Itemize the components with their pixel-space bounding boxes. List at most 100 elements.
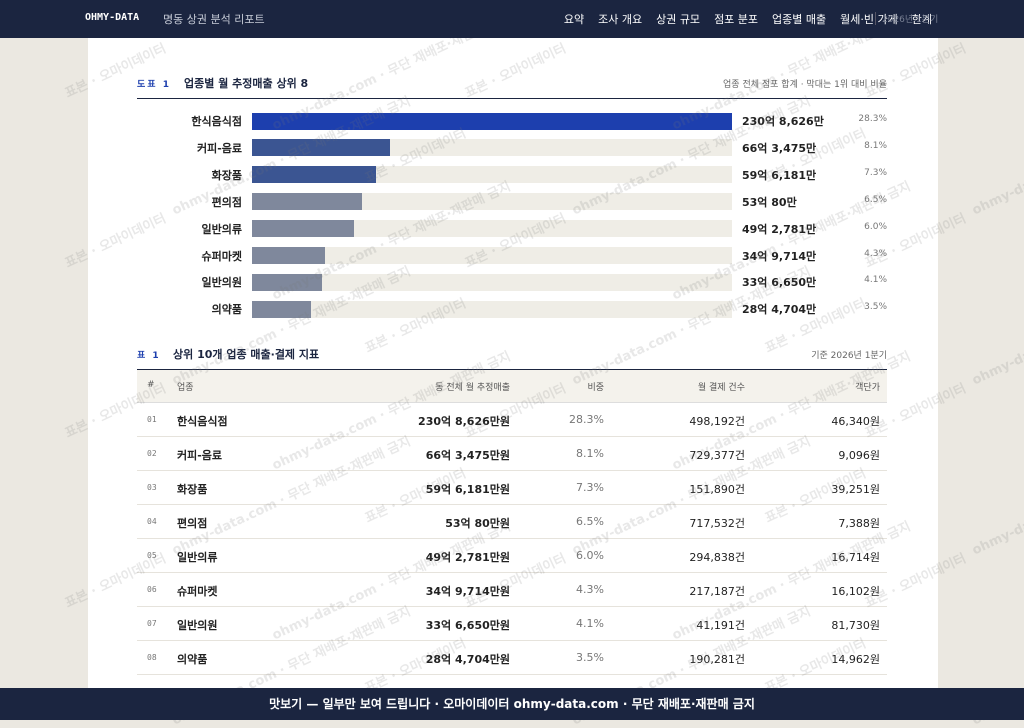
bar-label: 커피-음료 (196, 141, 242, 155)
table-cell: 14,962원 (831, 653, 880, 666)
table-cell: 151,890건 (689, 483, 745, 496)
nav-bar: OHMY-DATA 명동 상권 분석 리포트 요약 조사 개요 상권 규모 점포 분포… (0, 0, 1024, 38)
nav-link[interactable]: 요약 (563, 13, 585, 26)
bar-label: 한식음식점 (191, 115, 242, 128)
header-row (137, 370, 887, 403)
table-cell: 04 (147, 517, 157, 526)
table-tag: 표 1 (137, 351, 161, 361)
bar-share: 8.1% (864, 140, 887, 151)
table-cell: 7,388원 (838, 517, 880, 530)
table-cell: 편의점 (177, 517, 208, 530)
bar-value: 49억 2,781만 (742, 222, 817, 236)
nav-link[interactable]: 점포 분포 (714, 13, 759, 26)
bar-label: 화장품 (211, 168, 242, 182)
bar (252, 112, 732, 130)
nav-link[interactable]: 업종별 매출 (772, 13, 827, 26)
table-cell: 01 (147, 415, 157, 424)
table-cell: 한식음식점 (177, 415, 228, 428)
period: 2026년 1분기 (875, 12, 938, 25)
figure-note: 업종 전체 점포 합계 · 막대는 1위 대비 비율 (723, 80, 887, 90)
table-note: 기준 2026년 1분기 (811, 351, 887, 361)
table-cell: 28억 4,704만원 (425, 653, 510, 666)
table-cell: 6.5% (576, 515, 604, 528)
bar-track (252, 247, 732, 264)
table-cell: 05 (147, 551, 157, 560)
column-header: 객단가 (855, 383, 880, 393)
table-cell: 217,187건 (689, 585, 745, 598)
table-cell: 08 (147, 653, 157, 662)
table-cell: 230억 8,626만원 (418, 415, 510, 428)
bar-value: 33억 6,650만 (742, 276, 817, 290)
table-cell: 8.1% (576, 447, 604, 460)
bar-share: 6.0% (864, 221, 887, 232)
bar-share: 4.3% (864, 248, 887, 259)
bar-label: 편의점 (211, 195, 242, 209)
table-cell: 4.3% (576, 583, 604, 596)
column-header: 비중 (587, 383, 604, 393)
bar-track (252, 220, 732, 238)
bar-label: 슈퍼마켓 (201, 249, 242, 263)
table-cell: 화장품 (177, 483, 208, 496)
nav-link[interactable]: 상권 규모 (656, 13, 701, 26)
table-cell: 16,714원 (831, 551, 880, 564)
table-cell: 07 (147, 619, 157, 628)
bar (252, 166, 376, 184)
column-header: 업종 (177, 383, 194, 393)
rule (137, 98, 887, 99)
table-cell: 의약품 (177, 653, 208, 666)
bar-label: 일반의류 (201, 222, 242, 236)
figure-title: 업종별 월 추정매출 상위 8 (184, 77, 309, 90)
bar-value: 28억 4,704만 (742, 303, 817, 317)
row-divider (137, 470, 887, 471)
table-cell: 81,730원 (831, 619, 880, 632)
bar (252, 273, 322, 291)
row-divider (137, 572, 887, 573)
table-title: 상위 10개 업종 매출·결제 지표 (173, 348, 320, 361)
row-divider (137, 504, 887, 505)
bar (252, 193, 363, 211)
bar (252, 220, 355, 238)
table-cell: 190,281건 (689, 653, 745, 666)
footer-banner: 맛보기 — 일부만 보여 드립니다 · 오마이데이터 ohmy-data.com… (0, 688, 1024, 720)
figure-tag: 도표 1 (137, 80, 171, 90)
bar-value: 59억 6,181만 (742, 168, 817, 182)
watermark: ohmy-data.com · 무단 재배포·재판매 금지 (969, 264, 1024, 389)
bar (252, 247, 325, 264)
row-divider (137, 538, 887, 539)
bar (252, 300, 312, 318)
report-name: 명동 상권 분석 리포트 (163, 13, 265, 26)
table-cell: 53억 80만원 (445, 517, 510, 530)
table-cell: 39,251원 (831, 483, 880, 496)
bar-track (252, 300, 732, 318)
table-cell: 슈퍼마켓 (177, 585, 218, 598)
nav-link[interactable]: 한계 (911, 13, 932, 26)
table-cell: 41,191건 (696, 619, 745, 632)
row-divider (137, 640, 887, 641)
table-cell: 28.3% (569, 413, 604, 426)
nav-link[interactable]: 월세·빈 가게 (840, 13, 898, 26)
column-header: 동 전체 월 추정매출 (435, 383, 510, 393)
table-cell: 02 (147, 449, 157, 458)
column-header: # (147, 380, 155, 390)
column-header: 월 결제 건수 (697, 383, 745, 393)
table-cell: 일반의원 (177, 619, 218, 632)
table-cell: 9,096원 (838, 449, 880, 462)
bar-share: 7.3% (864, 167, 887, 178)
bar-track (252, 273, 732, 291)
watermark: ohmy-data.com · 무단 재배포·재판매 금지 (969, 94, 1024, 219)
row-divider (137, 606, 887, 607)
table-cell: 498,192건 (689, 415, 745, 428)
table-cell: 4.1% (576, 617, 604, 630)
bar-value: 66억 3,475만 (742, 141, 817, 155)
bar-share: 4.1% (864, 275, 887, 286)
table-cell: 03 (147, 483, 157, 492)
bar-share: 6.5% (864, 194, 887, 205)
table-cell: 46,340원 (831, 415, 880, 428)
brand[interactable]: OHMY-DATA (85, 12, 140, 23)
bar-share: 3.5% (864, 302, 887, 313)
table-cell: 729,377건 (689, 449, 745, 462)
bar-share: 28.3% (858, 114, 887, 124)
bar-label: 일반의원 (201, 276, 242, 290)
nav-link[interactable]: 조사 개요 (598, 13, 643, 26)
